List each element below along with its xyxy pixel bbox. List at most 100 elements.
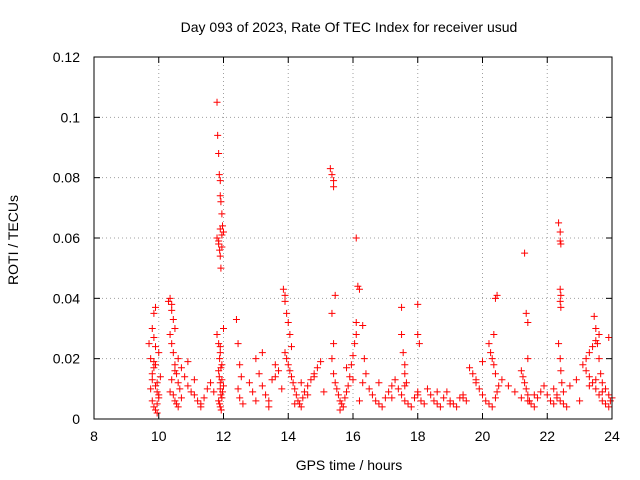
data-point [336,406,344,414]
data-point [331,379,339,387]
data-point [334,391,342,399]
data-point [150,403,158,411]
data-point [255,370,263,378]
data-point [216,192,224,200]
y-tick-label: 0.1 [61,109,81,125]
data-point [598,388,606,396]
data-point [595,391,603,399]
data-point [427,391,435,399]
data-point [215,237,223,245]
data-point [555,219,563,227]
data-point [292,391,300,399]
data-point [220,228,227,236]
data-point [378,403,386,411]
data-point [218,210,226,218]
data-point [258,349,266,357]
data-point [148,397,156,405]
data-point [401,397,409,405]
data-point [171,361,179,369]
data-point [150,334,158,342]
data-point [218,231,226,239]
data-point [203,385,211,393]
data-point [404,400,412,408]
data-point [173,400,181,408]
data-point [436,403,444,411]
x-tick-label: 12 [216,428,232,444]
data-point [375,379,383,387]
data-point [385,388,393,396]
data-point [466,364,474,372]
data-point [284,361,292,369]
data-point [605,334,613,342]
data-point [557,240,565,248]
data-point [147,385,155,393]
data-point [407,403,415,411]
data-point [511,388,519,396]
data-point [169,349,177,357]
data-point [216,355,224,363]
y-tick-label: 0.08 [53,170,80,186]
data-point [482,397,490,405]
data-point [213,331,221,339]
data-point [197,403,205,411]
data-point [218,394,226,402]
data-point [417,397,425,405]
data-point [487,349,495,357]
data-point [245,379,253,387]
data-point [284,318,292,326]
chart-title: Day 093 of 2023, Rate Of TEC Index for r… [181,19,518,35]
data-point [557,303,565,311]
data-point [347,361,355,369]
data-point [401,382,409,390]
data-point [495,382,503,390]
data-point [283,355,291,363]
x-axis-label: GPS time / hours [296,457,403,473]
x-tick-label: 18 [410,428,426,444]
data-point [217,264,225,272]
data-point [239,400,247,408]
data-point [443,388,451,396]
data-point [216,343,224,351]
data-point [469,370,477,378]
data-point [355,285,363,293]
data-point [359,379,367,387]
data-point [265,397,273,405]
data-point [592,376,600,384]
data-point [328,355,336,363]
data-point [216,225,224,233]
data-point [557,367,565,375]
data-point [164,297,172,305]
data-point [485,340,493,348]
data-point [388,382,396,390]
data-point [286,367,294,375]
data-point [287,373,295,381]
data-point [213,234,221,242]
data-point [589,379,597,387]
data-point [525,397,533,405]
x-tick-label: 22 [539,428,555,444]
data-point [220,382,227,390]
data-point [304,391,312,399]
data-point [237,373,245,381]
data-point [527,400,535,408]
data-point [217,391,225,399]
x-tick-label: 20 [475,428,491,444]
data-point [152,361,160,369]
data-point [522,309,530,317]
data-point [215,397,223,405]
data-point [585,373,593,381]
data-point [297,403,305,411]
data-point [299,394,307,402]
data-point [281,297,289,305]
data-points [145,98,616,417]
data-point [194,397,202,405]
data-point [602,385,610,393]
data-point [217,198,225,206]
data-point [585,349,593,357]
data-point [479,358,486,366]
data-point [181,373,189,381]
data-point [236,361,244,369]
data-point [433,400,441,408]
data-point [343,388,351,396]
data-point [148,370,156,378]
